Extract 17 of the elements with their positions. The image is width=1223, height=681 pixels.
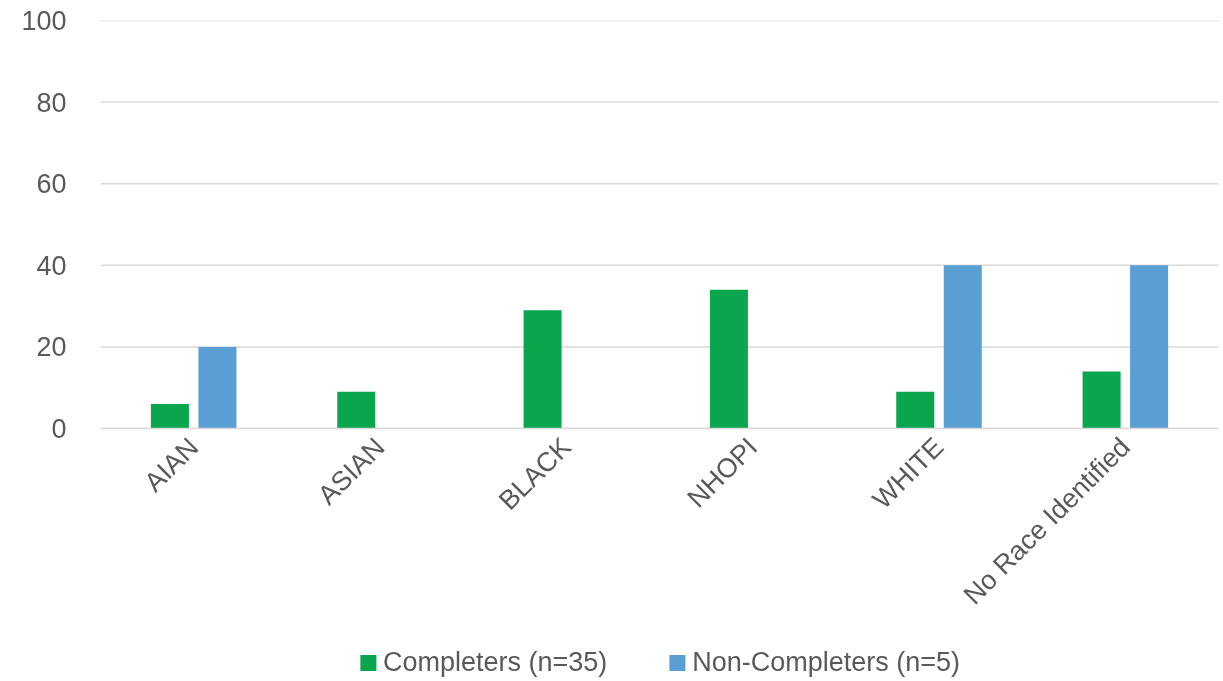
bar [896,391,935,429]
y-tick-label: 100 [21,6,67,36]
bar [1130,265,1169,429]
y-tick-label: 80 [36,87,67,118]
bar [943,265,982,429]
y-tick-label: 60 [36,169,67,200]
bar [337,391,376,429]
legend-label: Completers (n=35) [382,646,608,678]
bar [198,346,237,429]
legend-label: Non-Completers (n=5) [692,646,961,678]
bar [709,289,748,429]
bar [523,310,562,429]
y-tick-label: 20 [36,332,67,363]
bar [150,404,189,429]
y-tick-label: 40 [36,250,67,281]
y-tick-label: 0 [51,414,67,444]
bar [1082,371,1121,429]
